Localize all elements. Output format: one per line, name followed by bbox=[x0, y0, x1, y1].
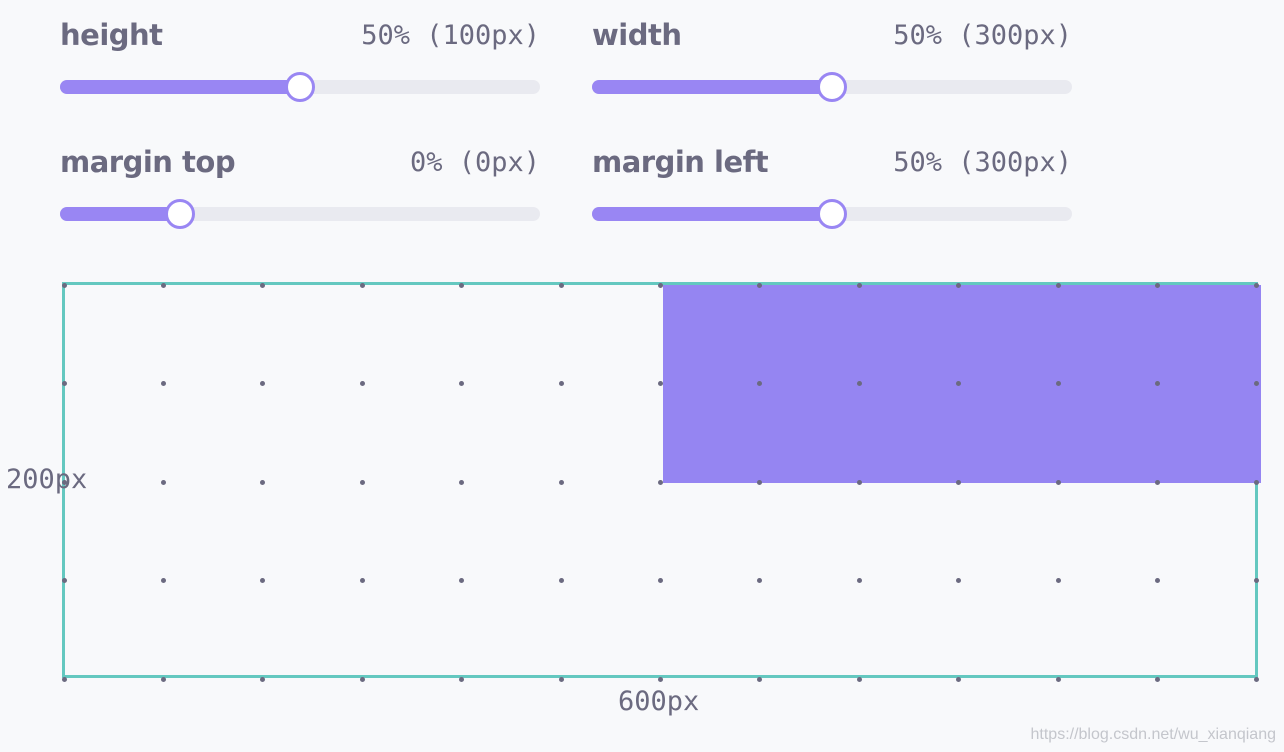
margin-left-control: margin left 50% (300px) bbox=[592, 127, 1072, 229]
margin-left-value: 50% (300px) bbox=[893, 147, 1072, 178]
margin-left-label: margin left bbox=[592, 145, 769, 179]
margin-top-control: margin top 0% (0px) bbox=[60, 127, 540, 229]
height-slider-fill bbox=[60, 80, 300, 94]
margin-top-slider[interactable] bbox=[60, 199, 540, 229]
margin-left-slider-thumb[interactable] bbox=[817, 199, 847, 229]
height-value: 50% (100px) bbox=[361, 20, 540, 51]
width-label: width bbox=[592, 18, 682, 52]
demo-container bbox=[62, 282, 1261, 678]
margin-left-slider-fill bbox=[592, 207, 832, 221]
height-slider[interactable] bbox=[60, 72, 540, 102]
container-width-label: 600px bbox=[618, 686, 700, 717]
margin-top-value: 0% (0px) bbox=[409, 147, 540, 178]
width-value: 50% (300px) bbox=[893, 20, 1072, 51]
container-height-label: 200px bbox=[6, 464, 88, 495]
watermark-text: https://blog.csdn.net/wu_xianqiang bbox=[1030, 726, 1277, 743]
width-slider[interactable] bbox=[592, 72, 1072, 102]
margin-top-slider-fill bbox=[60, 207, 180, 221]
height-control: height 50% (100px) bbox=[60, 0, 540, 102]
height-label: height bbox=[60, 18, 163, 52]
margin-top-slider-thumb[interactable] bbox=[165, 199, 195, 229]
height-slider-thumb[interactable] bbox=[285, 72, 315, 102]
demo-box bbox=[663, 285, 1261, 483]
width-slider-fill bbox=[592, 80, 832, 94]
width-control: width 50% (300px) bbox=[592, 0, 1072, 102]
margin-left-slider[interactable] bbox=[592, 199, 1072, 229]
margin-top-label: margin top bbox=[60, 145, 236, 179]
width-slider-thumb[interactable] bbox=[817, 72, 847, 102]
